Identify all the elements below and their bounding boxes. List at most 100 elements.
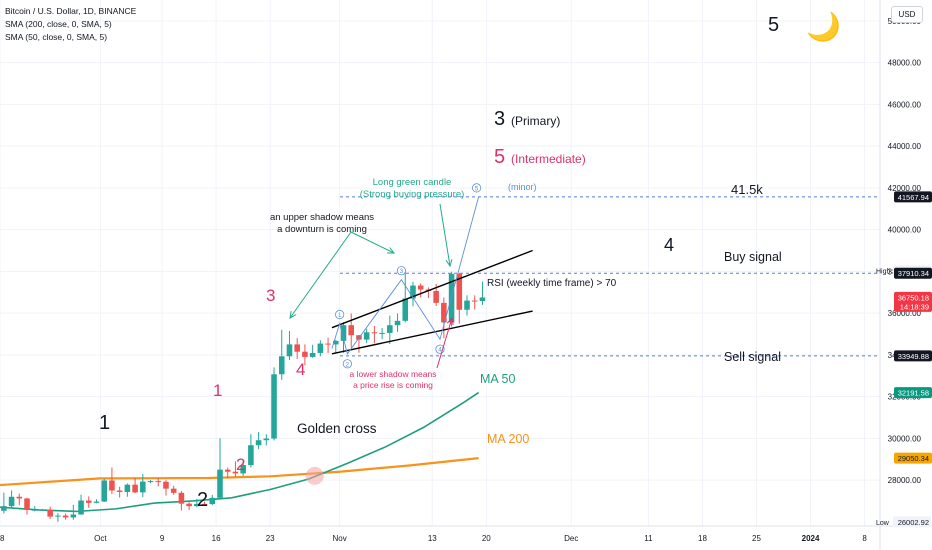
sma200-line xyxy=(0,457,479,487)
candle-body xyxy=(371,332,378,334)
price-tick-label: 30000.00 xyxy=(888,434,922,443)
minor-wave-circle xyxy=(342,359,352,369)
candle-body xyxy=(109,480,115,491)
candle-body xyxy=(433,290,439,303)
candle-body xyxy=(132,484,138,493)
candle-body xyxy=(24,498,30,510)
time-tick-label: 8 xyxy=(862,534,867,543)
price-tag xyxy=(894,267,932,279)
price-tick-label: 36000.00 xyxy=(888,309,922,318)
candle-body xyxy=(417,285,424,290)
candle-body xyxy=(47,509,53,517)
wedge-upper-line xyxy=(331,249,533,329)
candle-body xyxy=(286,344,293,357)
candle-body xyxy=(70,514,77,518)
minor-wave-circle xyxy=(396,266,407,276)
buy-signal-label: Buy signal xyxy=(724,250,782,264)
minor-wave-number: 5 xyxy=(475,185,479,192)
intermediate-label: (Intermediate) xyxy=(511,152,586,166)
candle-body xyxy=(479,297,486,301)
candle-body xyxy=(325,343,331,345)
price-tags: 41567.94High38028.7337910.3436750.1814:1… xyxy=(876,191,932,528)
candle-body xyxy=(394,320,401,326)
chart-legend: Bitcoin / U.S. Dollar, 1D, BINANCE SMA (… xyxy=(5,5,136,44)
drawings: 1 2 3 4 5 xyxy=(289,183,533,369)
candle-body xyxy=(271,374,277,439)
price-tag-countdown: 14:18:39 xyxy=(900,302,929,311)
candle-body xyxy=(194,503,200,507)
upper-shadow-note: an upper shadow means a downturn is comi… xyxy=(255,212,389,236)
candle-body xyxy=(333,340,339,345)
currency-button[interactable]: USD xyxy=(891,6,923,23)
price-tag-caption: High xyxy=(876,269,891,276)
upper-shadow-line-2: a downturn is coming xyxy=(277,224,367,235)
candle-body xyxy=(217,469,223,498)
candle-body xyxy=(379,332,385,334)
candle-body xyxy=(170,488,177,493)
time-tick-label: 13 xyxy=(428,534,437,543)
upper-shadow-arrow-1 xyxy=(289,231,352,319)
time-tick-label: Dec xyxy=(564,534,578,543)
price-tick-label: 40000.00 xyxy=(888,226,922,235)
candle-body xyxy=(209,497,216,505)
price-tag-value: 26002.92 xyxy=(898,518,929,527)
lower-shadow-line-1: a lower shadow means xyxy=(349,369,437,379)
golden-cross-label: Golden cross xyxy=(297,421,377,436)
lower-shadow-arrow-head xyxy=(446,316,454,325)
candle-body xyxy=(363,332,370,340)
lower-shadow-arrow xyxy=(436,317,453,369)
sma200-legend[interactable]: SMA (200, close, 0, SMA, 5) xyxy=(5,19,112,29)
candle-body xyxy=(456,273,463,310)
intermediate-wave-number: 5 xyxy=(494,146,506,168)
sma50-line xyxy=(0,391,480,513)
candle-body xyxy=(263,438,270,441)
candle-body xyxy=(140,481,146,493)
candle-body xyxy=(248,445,254,466)
time-tick-label: 9 xyxy=(160,534,165,543)
candle-body xyxy=(302,351,308,357)
candle-body xyxy=(163,481,169,489)
candle-body xyxy=(471,300,478,302)
long-green-arrow xyxy=(439,203,451,267)
upper-shadow-arrow-1-head xyxy=(289,311,297,319)
primary-label: (Primary) xyxy=(511,114,561,128)
candle-body xyxy=(278,356,285,375)
time-axis[interactable]: 18 Oct 9 16 23 Nov 13 20 Dec 11 18 25 2024 8 xyxy=(0,525,932,543)
price-tag-caption: Low xyxy=(876,520,890,527)
candle-body xyxy=(340,325,347,341)
candle-body xyxy=(16,496,23,499)
rsi-note: RSI (weekly time frame) > 70 xyxy=(487,278,617,289)
candle-body xyxy=(441,302,447,323)
horizontal-levels xyxy=(340,196,880,357)
long-green-line-1: Long green candle xyxy=(372,177,452,188)
candle-body xyxy=(101,480,107,502)
time-tick-label: Oct xyxy=(94,534,107,543)
minor-label: (minor) xyxy=(508,182,537,192)
grid xyxy=(0,0,880,526)
minor-wave-number: 4 xyxy=(438,347,442,354)
minor-wave-number: 1 xyxy=(338,312,342,319)
symbol-title[interactable]: Bitcoin / U.S. Dollar, 1D, BINANCE xyxy=(5,6,137,16)
candle-body xyxy=(402,298,409,321)
candle-body xyxy=(464,300,470,310)
time-tick-label: 25 xyxy=(752,534,761,543)
moving-averages xyxy=(0,391,480,513)
price-tag-value: 33949.88 xyxy=(898,352,929,361)
candle-body xyxy=(348,325,355,336)
candle-body xyxy=(410,285,416,299)
ma50-label: MA 50 xyxy=(480,372,516,386)
candle-body xyxy=(255,440,262,446)
subwave-3-label: 3 xyxy=(266,286,276,305)
candle-body xyxy=(224,469,231,472)
minor-wave-circle xyxy=(471,183,482,193)
ma200-label: MA 200 xyxy=(487,432,530,446)
candle-body xyxy=(232,471,239,474)
candle-body xyxy=(62,515,69,518)
candle-body xyxy=(124,484,131,492)
sma50-legend[interactable]: SMA (50, close, 0, SMA, 5) xyxy=(5,32,108,42)
candle-body xyxy=(294,344,300,352)
time-tick-label: Nov xyxy=(333,534,347,543)
wedge-lower-line xyxy=(331,310,533,355)
